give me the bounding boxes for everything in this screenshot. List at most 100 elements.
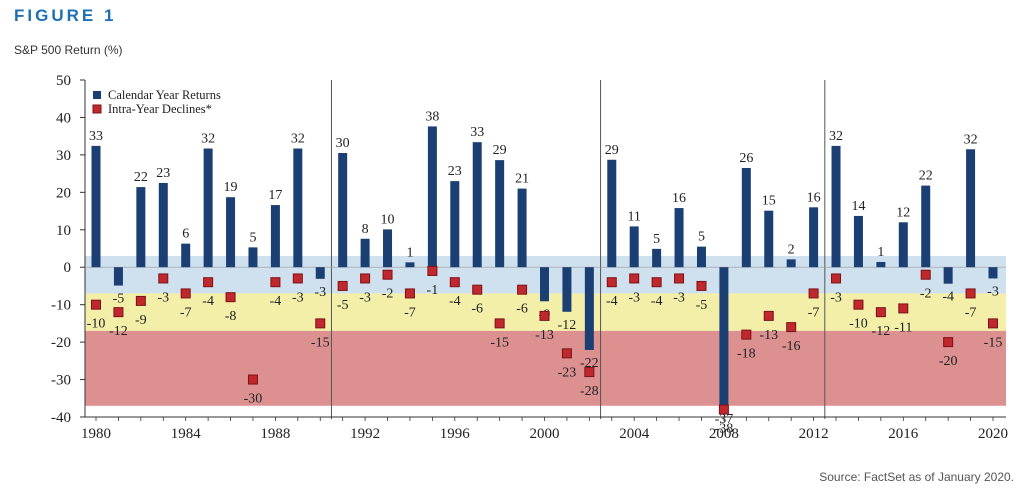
return-label: -3 [314,285,326,300]
x-tick-label: 1988 [260,426,290,442]
decline-marker [292,273,303,284]
return-label: 32 [291,132,305,147]
return-bar [607,159,617,268]
decline-marker [113,307,124,318]
return-bar [876,261,886,268]
return-label: 32 [964,132,978,147]
decline-label: -3 [673,290,685,305]
decline-label: -7 [965,305,977,320]
return-bar [203,148,213,268]
return-label: -4 [942,290,954,305]
return-label: 23 [156,166,170,181]
decline-label: -6 [471,302,483,317]
decline-marker [561,348,572,359]
decline-label: -12 [872,324,891,339]
return-label: 33 [89,129,103,144]
figure-title: FIGURE 1 [14,6,117,25]
return-label: 21 [515,172,529,187]
decline-label: -3 [292,290,304,305]
return-label: 10 [381,212,395,227]
return-bar [898,222,908,268]
decline-label: -1 [427,283,439,298]
return-bar [786,259,796,268]
decline-marker [875,307,886,318]
return-bar [248,247,258,268]
decline-label: -9 [135,313,147,328]
decline-marker [135,295,146,306]
x-tick-label: 2020 [978,426,1008,442]
decline-label: -18 [737,347,756,362]
decline-marker [651,277,662,288]
decline-marker [943,337,954,348]
y-tick-label: 30 [56,148,71,164]
return-label: 5 [249,230,256,245]
decline-label: -7 [808,305,820,320]
return-label: 22 [134,170,148,185]
decline-label: -10 [87,317,106,332]
decline-marker [180,288,191,299]
return-label: 16 [672,191,686,206]
return-bar [966,149,976,268]
decline-label: -8 [225,309,237,324]
decline-marker [786,322,797,333]
decline-marker [898,303,909,314]
decline-marker [808,288,819,299]
x-tick-label: 1980 [81,426,111,442]
decline-marker [517,284,528,295]
decline-marker [315,318,326,329]
y-tick-label: 10 [56,223,71,239]
return-label: 5 [698,230,705,245]
return-label: -3 [987,284,999,299]
decline-label: -38 [715,422,734,437]
decline-label: -20 [939,354,958,369]
decline-label: -5 [337,298,349,313]
legend-label-returns: Calendar Year Returns [108,88,221,102]
return-bar [741,167,751,268]
return-label: -37 [715,412,734,427]
return-bar [562,267,572,312]
return-label: 29 [605,143,619,158]
decline-marker [584,367,595,378]
legend-swatch-returns [93,91,101,99]
return-bar [853,215,863,268]
decline-marker [606,277,617,288]
decline-marker [337,280,348,291]
decline-marker [920,269,931,280]
decline-marker [427,265,438,276]
decline-marker [494,318,505,329]
decline-marker [203,277,214,288]
decline-marker [247,374,258,385]
decline-label: -15 [490,335,509,350]
y-tick-label: 0 [64,260,72,276]
decline-marker [158,273,169,284]
decline-label: -3 [628,290,640,305]
return-bar [764,210,774,268]
decline-marker [472,284,483,295]
decline-label: -10 [849,317,868,332]
return-bar [809,207,819,268]
return-label: 22 [919,169,933,184]
decline-marker [629,273,640,284]
return-label: 14 [851,199,865,214]
legend-label-declines: Intra-Year Declines* [108,102,212,116]
return-label: 17 [268,188,282,203]
source-note: Source: FactSet as of January 2020. [819,470,1014,484]
decline-label: -12 [109,324,128,339]
return-bar [540,267,549,302]
decline-marker [965,288,976,299]
decline-marker [831,273,842,284]
return-bar [943,267,953,284]
return-bar [293,148,303,268]
decline-marker [270,277,281,288]
x-tick-label: 2008 [709,426,739,442]
decline-label: -28 [580,384,599,399]
decline-marker-labels: -10 -12-9-3-7-4-8-30-4 -3-15-5 -3 -2-7-1-4 -6… [87,283,1003,437]
axes: 50 40 30 20 10 0 -10 -20 -30 -40 1980 1984 1988 1992 1… [51,73,1008,442]
return-label: 26 [739,151,753,166]
decline-label: -4 [202,294,214,309]
y-tick-label: -40 [51,410,71,426]
decline-label: -15 [311,335,330,350]
y-tick-label: -30 [51,373,71,389]
return-label: 12 [896,205,910,220]
y-tick-label: -10 [51,298,71,314]
